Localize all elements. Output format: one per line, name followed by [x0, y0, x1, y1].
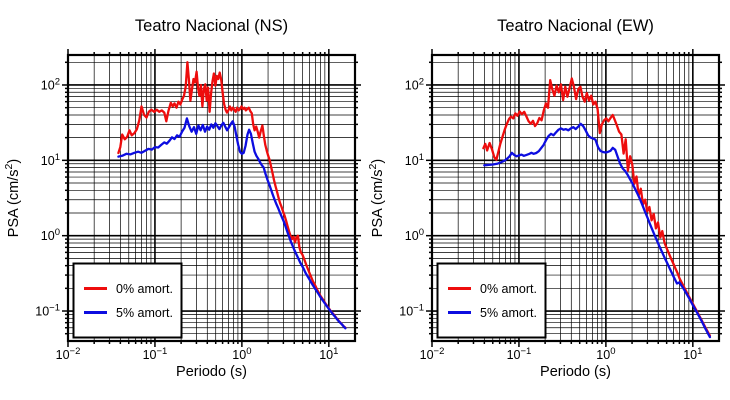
panel-ew: 10−2 10−1 100 101 10−1 100 101 102 Teatro Nacion… [367, 17, 725, 380]
y-tick-label: 102 [41, 76, 60, 92]
panel-title: Teatro Nacional (EW) [497, 17, 654, 35]
legend-label: 0% amort. [116, 282, 173, 296]
curve-ns-5pct [117, 117, 347, 330]
curve-ew-5pct [483, 122, 712, 339]
legend-label: 5% amort. [480, 306, 537, 320]
x-tick-label: 10−2 [56, 346, 81, 362]
y-tick-label: 101 [41, 152, 60, 168]
x-tick-label: 101 [683, 346, 702, 362]
plot-frame [430, 53, 721, 343]
y-tick-label: 10−1 [399, 303, 424, 319]
panel-ns: 10−2 10−1 100 101 10−1 100 101 102 Teatro Nacion… [3, 17, 361, 380]
legend-box [436, 262, 547, 339]
axis-ticks [62, 49, 361, 347]
x-tick-label: 100 [596, 346, 615, 362]
plot-frame [66, 53, 357, 343]
curve-ns-0pct [117, 61, 347, 329]
legend-label: 5% amort. [116, 306, 173, 320]
x-tick-label: 101 [319, 346, 338, 362]
axis-ticks [426, 49, 725, 347]
x-axis-label: Periodo (s) [176, 364, 247, 380]
x-tick-label: 100 [232, 346, 251, 362]
y-tick-label: 101 [405, 152, 424, 168]
y-axis-label: PSA (cm/s2) [367, 159, 386, 237]
x-axis-label: Periodo (s) [540, 364, 611, 380]
legend-box [72, 262, 183, 339]
panel-title: Teatro Nacional (NS) [135, 17, 288, 35]
y-tick-label: 100 [405, 227, 424, 243]
x-tick-label: 10−2 [420, 346, 445, 362]
y-axis-label: PSA (cm/s2) [3, 159, 22, 237]
y-tick-label: 100 [41, 227, 60, 243]
x-tick-label: 10−1 [507, 346, 532, 362]
curve-ew-0pct [482, 77, 712, 337]
legend: 0% amort. 5% amort. [72, 262, 183, 339]
y-tick-label: 102 [405, 76, 424, 92]
legend: 0% amort. 5% amort. [436, 262, 547, 339]
x-tick-label: 10−1 [143, 346, 168, 362]
legend-label: 0% amort. [480, 282, 537, 296]
y-tick-label: 10−1 [35, 303, 60, 319]
